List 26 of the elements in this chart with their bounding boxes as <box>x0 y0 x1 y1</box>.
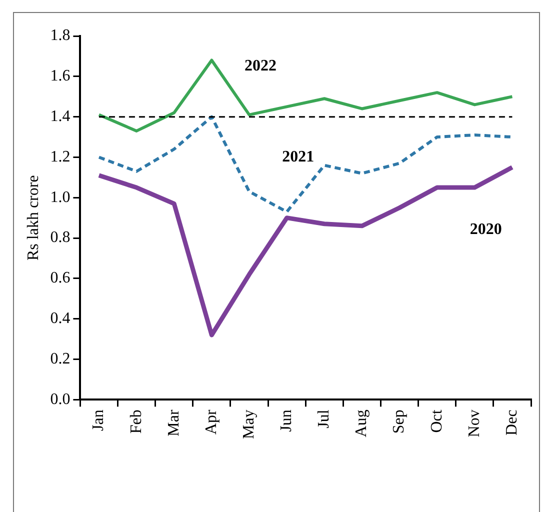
x-tick-label: Nov <box>466 410 483 438</box>
y-tick-label: 0.2 <box>50 350 70 368</box>
x-tick-label: Apr <box>202 409 220 435</box>
y-tick-label: 0.0 <box>50 390 70 408</box>
x-tick-label: Jan <box>90 410 108 431</box>
text: 2020 <box>470 221 502 238</box>
series-label: 2021 <box>282 148 314 166</box>
y-tick-label: 1.0 <box>50 188 70 206</box>
x-tick-label: Sep <box>390 410 408 434</box>
x-tick-label: Feb <box>128 410 145 434</box>
x-tick-label: May <box>240 410 258 439</box>
x-tick-label: Oct <box>428 409 446 433</box>
y-tick-label: 0.4 <box>50 310 70 328</box>
x-tick-label: Jul <box>316 409 333 428</box>
y-tick-label: 1.2 <box>50 148 70 166</box>
x-tick-label: Mar <box>165 409 182 436</box>
x-tick-label: Jun <box>278 410 296 432</box>
y-tick-label: 1.4 <box>50 108 70 126</box>
series-label: 2022 <box>244 57 277 74</box>
y-tick-label: 1.6 <box>50 68 70 85</box>
x-tick-label: Dec <box>503 410 520 436</box>
y-tick-label: 0.6 <box>50 270 70 287</box>
y-tick-label: 0.8 <box>50 229 70 246</box>
y-tick-label: 1.8 <box>50 27 70 44</box>
y-axis-title: Rs lakh crore <box>24 175 42 260</box>
x-tick-label: Aug <box>353 410 370 438</box>
